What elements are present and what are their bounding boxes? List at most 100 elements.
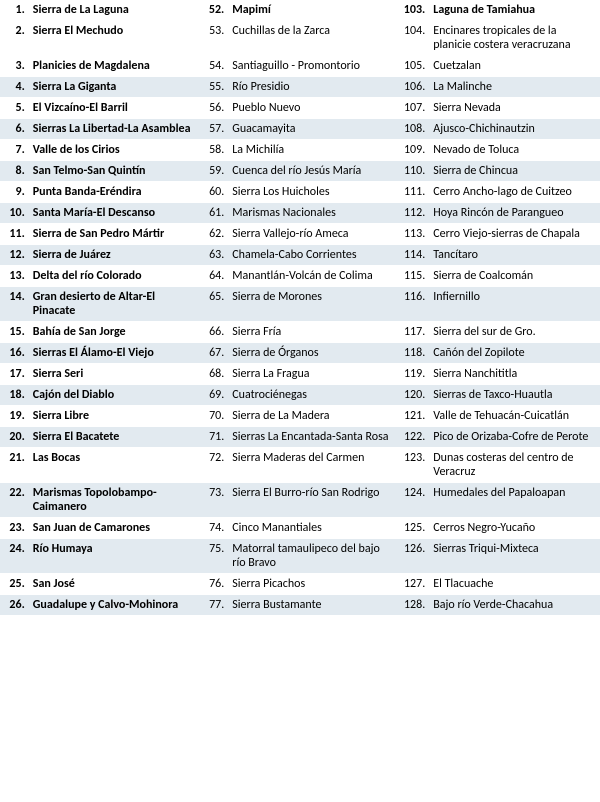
row-number: 5. [0,98,29,119]
row-number: 8. [0,161,29,182]
row-number: 23. [0,518,29,539]
region-name: Río Presidio [228,77,399,98]
region-name: Bajo río Verde-Chacahua [429,595,600,616]
region-name: Marismas Topolobampo-Caimanero [29,483,200,518]
table-row: 15.Bahía de San Jorge66.Sierra Fría117.S… [0,322,600,343]
region-name: San Juan de Camarones [29,518,200,539]
row-number: 59. [199,161,228,182]
row-number: 121. [399,406,429,427]
row-number: 53. [199,21,228,56]
region-name: Cinco Manantiales [228,518,399,539]
row-number: 105. [399,56,429,77]
row-number: 126. [399,539,429,574]
table-row: 1.Sierra de La Laguna52.Mapimí103.Laguna… [0,0,600,21]
row-number: 26. [0,595,29,616]
region-name: Sierra Picachos [228,574,399,595]
region-name: Valle de Tehuacán-Cuicatlán [429,406,600,427]
region-name: Bahía de San Jorge [29,322,200,343]
region-name: Sierras El Álamo-El Viejo [29,343,200,364]
table-row: 19.Sierra Libre70.Sierra de La Madera121… [0,406,600,427]
row-number: 21. [0,448,29,483]
region-name: Sierra Bustamante [228,595,399,616]
region-name: Planicies de Magdalena [29,56,200,77]
row-number: 17. [0,364,29,385]
row-number: 11. [0,224,29,245]
region-name: Cerro Ancho-lago de Cuitzeo [429,182,600,203]
region-name: Cuenca del río Jesús María [228,161,399,182]
region-name: Tancítaro [429,245,600,266]
region-name: Sierra Maderas del Carmen [228,448,399,483]
region-name: Sierras Triqui-Mixteca [429,539,600,574]
row-number: 63. [199,245,228,266]
table-row: 23.San Juan de Camarones74.Cinco Mananti… [0,518,600,539]
region-name: Cuchillas de la Zarca [228,21,399,56]
table-row: 24.Río Humaya75.Matorral tamaulipeco del… [0,539,600,574]
row-number: 124. [399,483,429,518]
region-name: Encinares tropicales de la planicie cost… [429,21,600,56]
region-name: Humedales del Papaloapan [429,483,600,518]
region-name: Cuatrociénegas [228,385,399,406]
table-row: 11.Sierra de San Pedro Mártir62.Sierra V… [0,224,600,245]
row-number: 13. [0,266,29,287]
region-name: Sierra de La Laguna [29,0,200,21]
region-name: Laguna de Tamiahua [429,0,600,21]
region-name: Dunas costeras del centro de Veracruz [429,448,600,483]
region-name: Guadalupe y Calvo-Mohinora [29,595,200,616]
row-number: 104. [399,21,429,56]
region-name: Sierra La Giganta [29,77,200,98]
table-row: 6.Sierras La Libertad-La Asamblea57.Guac… [0,119,600,140]
region-name: Sierras La Encantada-Santa Rosa [228,427,399,448]
row-number: 70. [199,406,228,427]
region-table: 1.Sierra de La Laguna52.Mapimí103.Laguna… [0,0,600,616]
row-number: 111. [399,182,429,203]
row-number: 57. [199,119,228,140]
region-name: Delta del río Colorado [29,266,200,287]
row-number: 19. [0,406,29,427]
region-name: Sierra Seri [29,364,200,385]
region-name: Sierra Los Huicholes [228,182,399,203]
region-name: El Vizcaíno-El Barril [29,98,200,119]
region-name: Santiaguillo - Promontorio [228,56,399,77]
row-number: 127. [399,574,429,595]
table-row: 17.Sierra Seri68.Sierra La Fragua119.Sie… [0,364,600,385]
row-number: 75. [199,539,228,574]
region-name: Sierra Nanchititla [429,364,600,385]
region-name: Sierra de Órganos [228,343,399,364]
row-number: 66. [199,322,228,343]
region-name: Infiernillo [429,287,600,322]
region-name: Sierras La Libertad-La Asamblea [29,119,200,140]
region-name: Sierra El Mechudo [29,21,200,56]
region-name: Sierra El Burro-río San Rodrigo [228,483,399,518]
row-number: 71. [199,427,228,448]
row-number: 9. [0,182,29,203]
row-number: 73. [199,483,228,518]
region-name: Ajusco-Chichinautzin [429,119,600,140]
table-row: 9.Punta Banda-Eréndira60.Sierra Los Huic… [0,182,600,203]
region-name: Cerro Viejo-sierras de Chapala [429,224,600,245]
region-name: Manantlán-Volcán de Colima [228,266,399,287]
region-name: Matorral tamaulipeco del bajo río Bravo [228,539,399,574]
row-number: 120. [399,385,429,406]
region-name: La Malinche [429,77,600,98]
row-number: 58. [199,140,228,161]
row-number: 112. [399,203,429,224]
row-number: 60. [199,182,228,203]
table-row: 7.Valle de los Cirios58.La Michilía109.N… [0,140,600,161]
row-number: 76. [199,574,228,595]
table-row: 8.San Telmo-San Quintín59.Cuenca del río… [0,161,600,182]
row-number: 52. [199,0,228,21]
row-number: 110. [399,161,429,182]
row-number: 125. [399,518,429,539]
table-row: 18.Cajón del Diablo69.Cuatrociénegas120.… [0,385,600,406]
table-row: 10.Santa María-El Descanso61.Marismas Na… [0,203,600,224]
row-number: 54. [199,56,228,77]
row-number: 18. [0,385,29,406]
region-name: Pueblo Nuevo [228,98,399,119]
row-number: 114. [399,245,429,266]
region-name: Sierra de La Madera [228,406,399,427]
row-number: 117. [399,322,429,343]
region-name: Río Humaya [29,539,200,574]
row-number: 61. [199,203,228,224]
region-name: El Tlacuache [429,574,600,595]
region-name: Sierra de Chincua [429,161,600,182]
